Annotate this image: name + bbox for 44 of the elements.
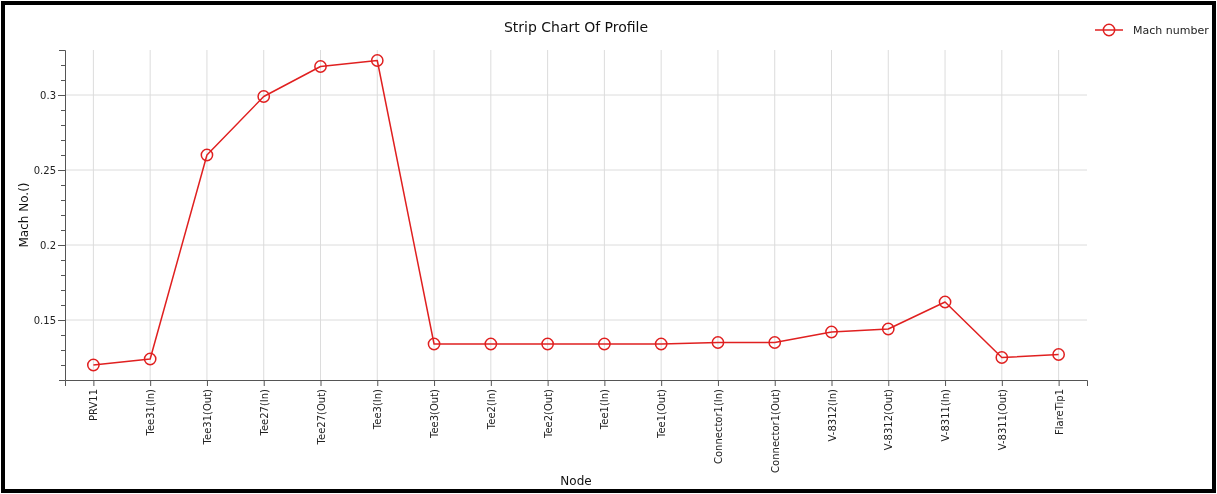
x-tick-label: Tee1(In) <box>599 388 611 431</box>
point <box>87 358 100 372</box>
x-tick-label: V-8312(Out) <box>883 388 895 451</box>
x-tick-label: PRV11 <box>88 389 100 421</box>
point <box>711 336 725 349</box>
x-tick-label: V-8311(In) <box>940 388 952 442</box>
point <box>825 325 838 339</box>
point <box>143 352 157 366</box>
x-tick-label: Connector1(Out) <box>769 388 781 473</box>
point <box>995 351 1009 364</box>
y-tick-label: 0.3 <box>40 89 56 101</box>
x-tick-label: V-8312(In) <box>826 388 838 442</box>
x-tick-label: Tee27(Out) <box>315 388 327 446</box>
x-tick-label: Tee2(In) <box>485 388 497 431</box>
chart-title: Strip Chart Of Profile <box>503 19 649 35</box>
legend-label: Mach number <box>1133 23 1210 37</box>
point <box>938 295 952 309</box>
x-tick-label: Tee1(Out) <box>656 388 668 440</box>
x-tick-label: Tee3(Out) <box>429 388 441 440</box>
point <box>427 337 441 351</box>
x-tick-label: Tee3(In) <box>372 388 384 431</box>
point <box>598 337 611 351</box>
point <box>541 337 554 351</box>
point <box>654 337 668 351</box>
point <box>314 60 327 73</box>
point <box>768 336 782 349</box>
y-tick-label: 0.2 <box>40 239 56 251</box>
x-tick-label: FlareTip1 <box>1053 389 1065 435</box>
y-axis-title: Mach No.() <box>17 182 31 248</box>
x-tick-label: Tee27(In) <box>258 388 270 437</box>
x-tick-label: Connector1(In) <box>712 388 724 465</box>
y-tick-label: 0.25 <box>33 164 56 176</box>
point <box>370 54 384 67</box>
point <box>1052 348 1065 361</box>
x-tick-label: Tee31(In) <box>145 388 157 437</box>
y-tick-label: 0.15 <box>33 314 56 326</box>
point <box>484 337 498 351</box>
point <box>257 90 271 103</box>
x-axis-title: Node <box>560 474 592 488</box>
x-tick-label: Tee31(Out) <box>201 388 213 446</box>
point <box>200 148 214 162</box>
x-tick-label: Tee2(Out) <box>542 388 554 440</box>
point <box>881 322 895 336</box>
x-tick-label: V-8311(Out) <box>996 388 1008 451</box>
